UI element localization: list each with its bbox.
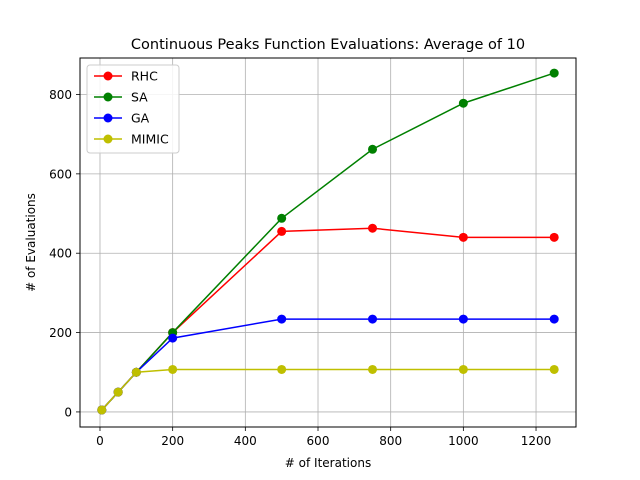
- legend: RHC SA GA MIMIC: [86, 64, 180, 154]
- x-tick-label: 400: [234, 434, 257, 448]
- legend-label: SA: [131, 90, 148, 105]
- x-tick-label: 800: [379, 434, 402, 448]
- data-point-ga: [277, 314, 287, 324]
- x-tick-label: 1200: [521, 434, 552, 448]
- series-line-mimic: [101, 368, 555, 411]
- data-point-mimic: [368, 364, 378, 374]
- data-point-ga: [168, 333, 178, 343]
- legend-marker: [103, 134, 113, 144]
- series-mimic: [97, 364, 559, 415]
- legend-box: [86, 64, 180, 154]
- legend-item-ga: GA: [94, 111, 150, 126]
- data-point-ga: [368, 314, 378, 324]
- data-point-ga: [458, 314, 468, 324]
- data-point-mimic: [168, 364, 178, 374]
- data-point-rhc: [368, 223, 378, 233]
- data-point-ga: [549, 314, 559, 324]
- data-point-mimic: [277, 364, 287, 374]
- data-point-rhc: [277, 226, 287, 236]
- x-axis-label: # of Iterations: [285, 456, 371, 470]
- axis-ticks: 0 200 400 600 800 1000 1200 0 200 400 600 800: [49, 88, 551, 448]
- data-point-mimic: [131, 367, 141, 377]
- legend-label: MIMIC: [131, 132, 169, 147]
- series-layer: [97, 68, 559, 415]
- plot-area: [79, 57, 577, 428]
- data-point-sa: [549, 68, 559, 78]
- y-tick-label: 200: [49, 326, 72, 340]
- legend-label: RHC: [131, 69, 158, 84]
- chart-title: Continuous Peaks Function Evaluations: A…: [131, 37, 525, 53]
- y-axis-label: # of Evaluations: [24, 193, 38, 292]
- data-point-sa: [368, 144, 378, 154]
- y-tick-label: 0: [64, 405, 72, 419]
- legend-marker: [103, 92, 113, 102]
- legend-marker: [103, 71, 113, 81]
- y-tick-label: 600: [49, 167, 72, 181]
- data-point-sa: [277, 213, 287, 223]
- data-point-mimic: [458, 364, 468, 374]
- data-point-rhc: [549, 232, 559, 242]
- data-point-mimic: [113, 387, 123, 397]
- x-tick-label: 0: [96, 434, 104, 448]
- data-point-sa: [458, 98, 468, 108]
- y-tick-label: 800: [49, 88, 72, 102]
- data-point-mimic: [549, 364, 559, 374]
- legend-marker: [103, 113, 113, 123]
- legend-item-mimic: MIMIC: [94, 132, 169, 147]
- y-tick-label: 400: [49, 247, 72, 261]
- legend-item-sa: SA: [94, 90, 148, 105]
- series-ga: [97, 314, 559, 415]
- x-tick-label: 1000: [448, 434, 479, 448]
- x-tick-label: 200: [161, 434, 184, 448]
- legend-item-rhc: RHC: [94, 69, 158, 84]
- data-point-rhc: [458, 232, 468, 242]
- x-tick-label: 600: [307, 434, 330, 448]
- legend-label: GA: [131, 111, 150, 126]
- data-point-mimic: [97, 405, 107, 415]
